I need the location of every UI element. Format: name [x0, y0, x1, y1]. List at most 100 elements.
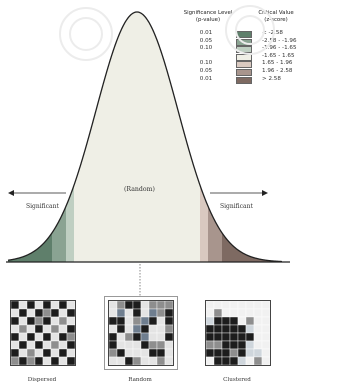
random-cell [156, 316, 166, 326]
clustered-cell [229, 308, 239, 318]
dispersed-cell [58, 348, 68, 358]
dispersed-cell [66, 332, 75, 342]
clustered-cell [221, 356, 231, 365]
right-significant-label: Significant [220, 203, 253, 210]
random-cell [116, 332, 126, 342]
random-cell [156, 340, 166, 350]
clustered-cell [253, 308, 263, 318]
random-cell [148, 316, 158, 326]
clustered-cell [245, 356, 255, 365]
clustered-cell [237, 348, 247, 358]
dispersed-cell [66, 340, 75, 350]
clustered-cell [206, 324, 215, 334]
dispersed-cell [50, 340, 60, 350]
dispersed-cell [66, 324, 75, 334]
clustered-cell [229, 340, 239, 350]
normal-distribution-curve [6, 11, 290, 296]
dispersed-cell [58, 301, 68, 310]
random-cell [148, 332, 158, 342]
clustered-cell [213, 348, 223, 358]
clustered-cell [245, 340, 255, 350]
clustered-cell [221, 332, 231, 342]
clustered-cell [206, 332, 215, 342]
dispersed-cell [26, 301, 36, 310]
dispersed-cell [34, 324, 44, 334]
dispersed-cell [42, 348, 52, 358]
random-cell [164, 356, 173, 365]
dispersed-cell [58, 340, 68, 350]
random-cell [148, 340, 158, 350]
dispersed-cell [11, 340, 20, 350]
legend-p-value: 0.10 [199, 45, 213, 52]
random-cell [156, 324, 166, 334]
dispersed-cell [11, 301, 20, 310]
random-cell [140, 324, 150, 334]
dispersed-cell [58, 324, 68, 334]
clustered-cell [253, 301, 263, 310]
legend-header-z-line2: (z-score) [264, 16, 288, 23]
clustered-cell [261, 324, 270, 334]
dispersed-cell [42, 301, 52, 310]
dispersed-cell [58, 332, 68, 342]
clustered-label: Clustered [223, 377, 251, 383]
dispersed-cell [50, 308, 60, 318]
dispersed-label: Dispersed [27, 377, 57, 383]
right-arrow-head-icon [262, 190, 268, 196]
dispersed-cell [50, 332, 60, 342]
legend-p-value: 0.05 [199, 37, 213, 44]
legend-z-range: 1.65 - 1.96 [262, 60, 293, 67]
dispersed-cell [50, 324, 60, 334]
legend-header-p-line2: (p-value) [195, 16, 221, 23]
random-cell [109, 301, 118, 310]
dispersed-cell [34, 340, 44, 350]
clustered-cell [261, 340, 270, 350]
random-cell [116, 340, 126, 350]
random-label: (Random) [124, 186, 155, 193]
dispersed-cell [18, 340, 28, 350]
curve-line [7, 11, 283, 263]
random-cell [132, 356, 142, 365]
random-cell [109, 324, 118, 334]
legend-z-range: 1.96 - 2.58 [262, 68, 293, 74]
dispersed-cell [50, 356, 60, 365]
dispersed-cell [26, 316, 36, 326]
random-label-bottom: Random [128, 377, 152, 383]
clustered-cell [237, 301, 247, 310]
dispersed-cell [18, 308, 28, 318]
random-cell [140, 348, 150, 358]
clustered-cell [261, 301, 270, 310]
dispersed-cell [18, 348, 28, 358]
random-cell [148, 356, 158, 365]
dispersed-cell [34, 301, 44, 310]
random-cell [156, 301, 166, 310]
clustered-cell [213, 308, 223, 318]
random-cell [132, 316, 142, 326]
random-cell [164, 316, 173, 326]
dispersed-cell [18, 316, 28, 326]
legend-z-range: < -2.58 [262, 30, 283, 36]
random-cell [132, 340, 142, 350]
legend-z-range: -1.65 - 1.65 [262, 52, 295, 59]
dispersed-cell [50, 301, 60, 310]
legend-z-range: -2.58 - -1.96 [262, 37, 297, 44]
dispersed-cell [34, 332, 44, 342]
dispersed-cell [11, 324, 20, 334]
tail-band-hot-010 [200, 185, 208, 262]
tail-band-cold-005 [52, 206, 66, 262]
center-band-not-significant [74, 12, 200, 262]
dispersed-cell [66, 316, 75, 326]
random-cell [109, 308, 118, 318]
random-cell [156, 308, 166, 318]
left-significant-label: Significant [26, 203, 59, 210]
dispersed-cell [34, 348, 44, 358]
random-cell [164, 340, 173, 350]
random-pattern [104, 296, 178, 370]
dispersed-cell [11, 332, 20, 342]
random-cell [164, 308, 173, 318]
random-cell [156, 348, 166, 358]
legend-header-p: Significance Level (p-value) [178, 10, 238, 23]
tail-band-cold-010 [66, 185, 74, 262]
legend-swatch [236, 46, 252, 54]
clustered-cell [213, 324, 223, 334]
random-cell [124, 356, 134, 365]
